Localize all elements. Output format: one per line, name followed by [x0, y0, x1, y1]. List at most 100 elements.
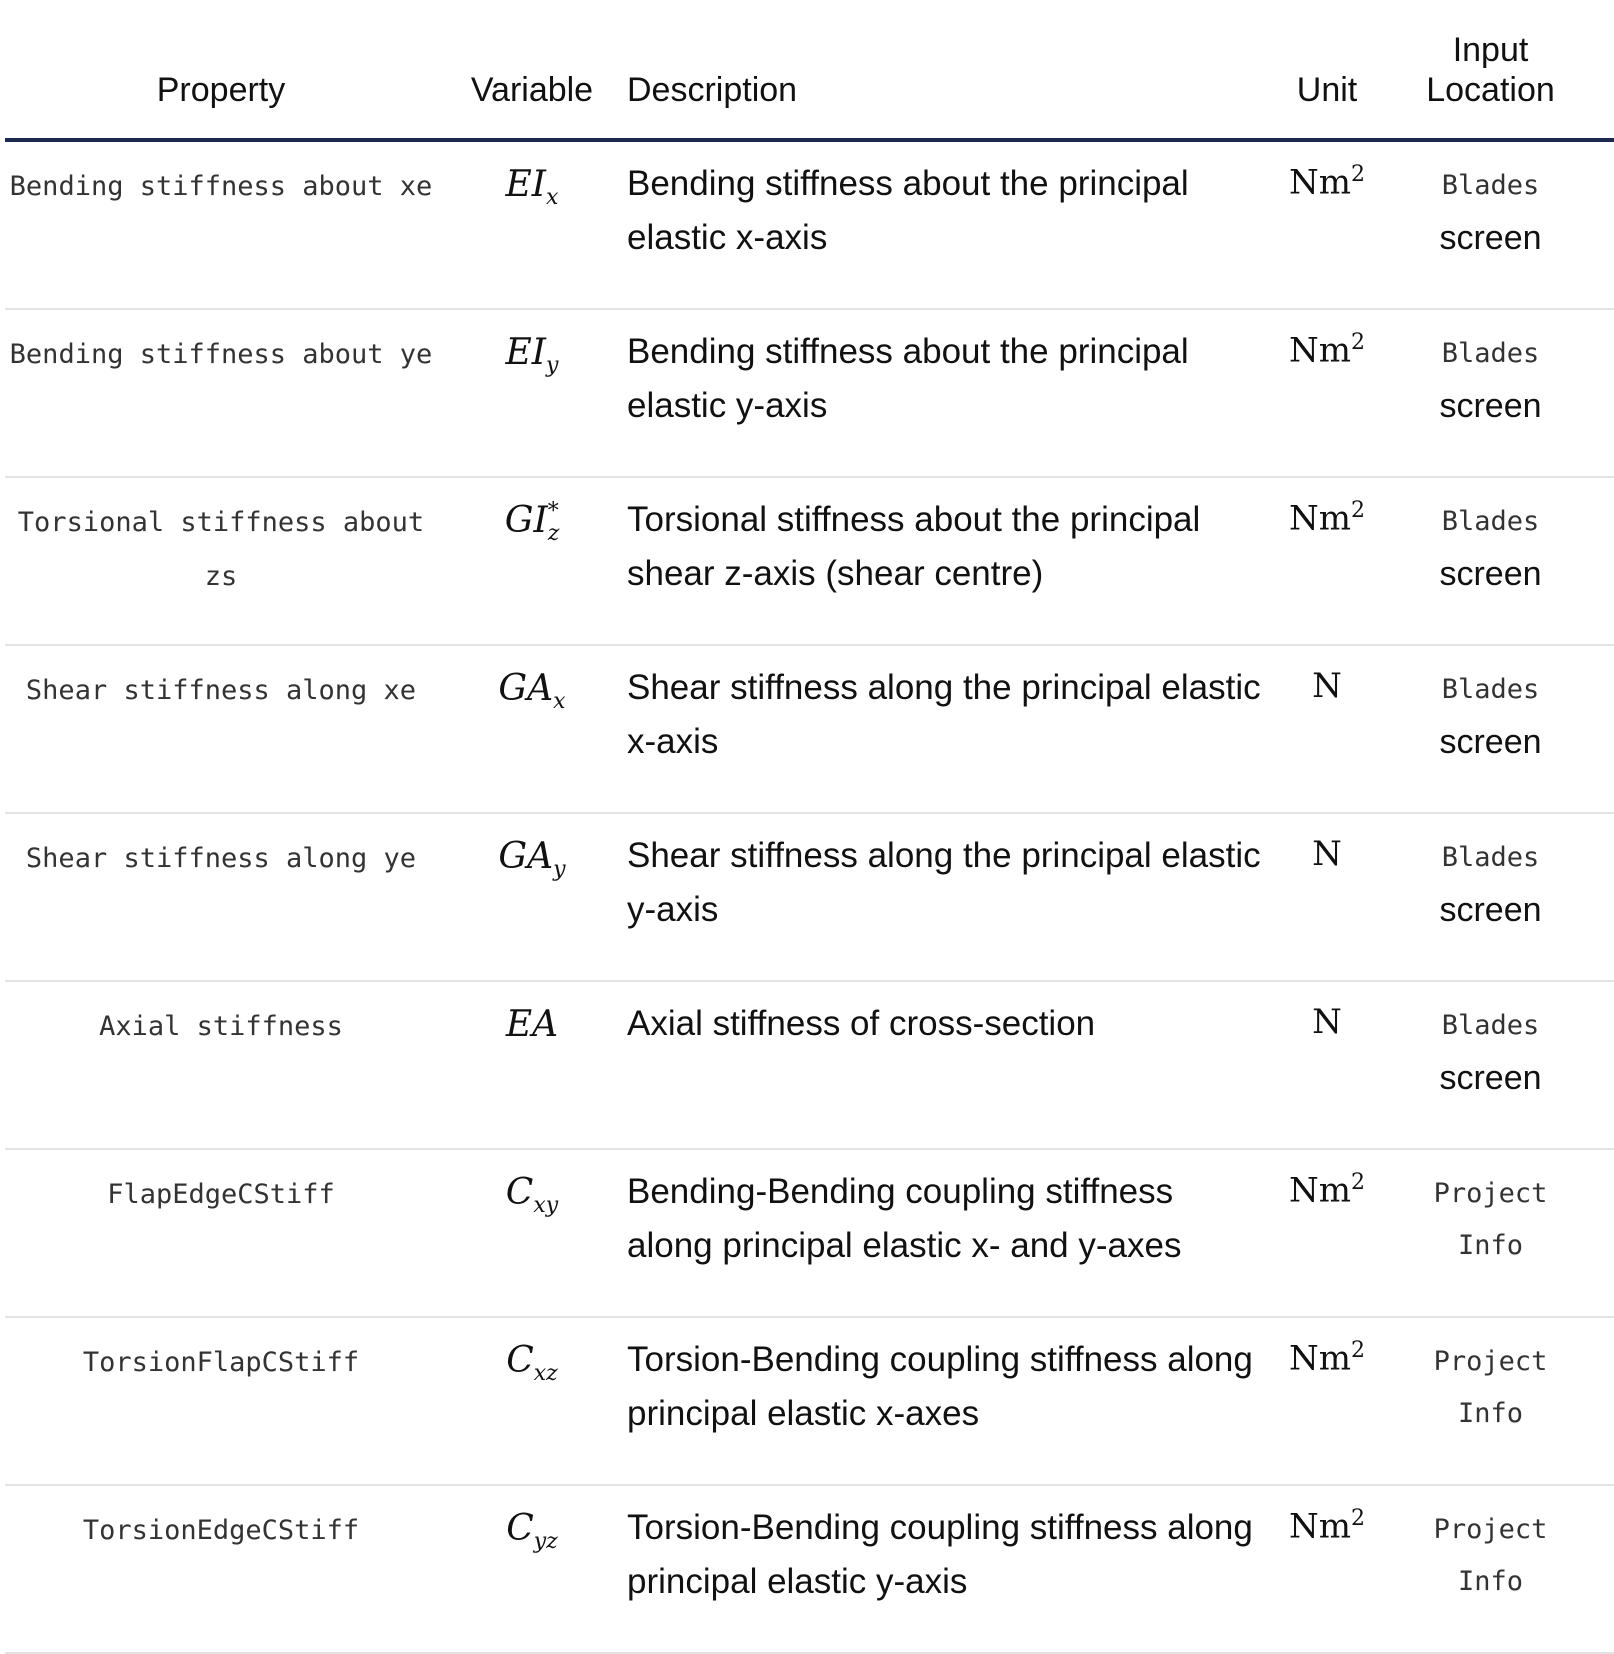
unit-cell: N [1287, 645, 1367, 814]
property-cell: Shear stiffness along ye [5, 813, 437, 982]
input-location-line1: Blades [1441, 506, 1540, 537]
input-location-line1: Blades [1441, 674, 1540, 705]
input-location-line2: screen [1439, 555, 1542, 593]
input-location-cell: Blades screen [1367, 645, 1614, 814]
unit-superscript: 2 [1351, 498, 1365, 523]
input-location-cell: Blades screen [1367, 140, 1614, 310]
header-variable: Variable [437, 0, 627, 142]
input-location-line2: screen [1439, 1059, 1542, 1097]
unit-cell: Nm2 [1287, 309, 1367, 478]
variable-symbol: GA [498, 668, 554, 709]
property-cell: FlapEdgeCStiff [5, 1149, 437, 1318]
input-location-line2: screen [1439, 219, 1542, 257]
description-cell: Shear stiffness along the principal elas… [627, 645, 1287, 814]
unit-cell: Nm2 [1287, 1485, 1367, 1654]
description-cell: Bending stiffness about the principal el… [627, 309, 1287, 478]
input-location-line1: Project [1433, 1514, 1548, 1545]
unit-cell: Nm2 [1287, 477, 1367, 646]
unit-superscript: 2 [1351, 162, 1365, 187]
unit-base: N [1312, 834, 1342, 874]
input-location-line1: Project [1433, 1346, 1548, 1377]
variable-symbol: GI [504, 500, 548, 541]
input-location-cell: Project Info [1367, 1317, 1614, 1486]
table-row: Shear stiffness along xe GAx Shear stiffne… [5, 645, 1614, 814]
table-row: Torsional stiffness about zs GI * z Torsiona… [5, 477, 1614, 646]
table-row: Bending stiffness about ye EIy Bending sti… [5, 309, 1614, 478]
property-cell: TorsionEdgeCStiff [5, 1485, 437, 1654]
input-location-line1: Project [1433, 1178, 1548, 1209]
input-location-line2: screen [1439, 723, 1542, 761]
unit-base: Nm [1289, 330, 1351, 371]
table-row: TorsionFlapCStiff Cxz Torsion-Bending coup… [5, 1317, 1614, 1486]
unit-cell: Nm2 [1287, 1317, 1367, 1486]
stiffness-properties-table: Property Variable Description Unit Input… [5, 0, 1614, 1654]
input-location-line2: Info [1457, 1230, 1524, 1261]
input-location-cell: Blades screen [1367, 477, 1614, 646]
description-cell: Bending-Bending coupling stiffness along… [627, 1149, 1287, 1318]
variable-symbol: EI [505, 164, 547, 205]
variable-symbol: C [505, 1172, 534, 1213]
variable-subscript: x [546, 185, 559, 211]
unit-base: N [1312, 666, 1342, 706]
variable-symbol: GA [498, 836, 554, 877]
variable-cell: Cxy [437, 1149, 627, 1318]
unit-base: Nm [1289, 1338, 1351, 1379]
header-row: Property Variable Description Unit Input… [5, 0, 1614, 142]
variable-cell: Cyz [437, 1485, 627, 1654]
variable-subscript: xz [533, 1361, 558, 1387]
header-unit: Unit [1287, 0, 1367, 142]
variable-symbol: EI [505, 332, 547, 373]
unit-base: Nm [1289, 1506, 1351, 1547]
property-cell: Axial stiffness [5, 981, 437, 1150]
input-location-line2: screen [1439, 387, 1542, 425]
variable-symbol: EA [505, 1004, 559, 1045]
table-row: TorsionEdgeCStiff Cyz Torsion-Bending coup… [5, 1485, 1614, 1654]
description-cell: Axial stiffness of cross-section [627, 981, 1287, 1150]
description-cell: Torsion-Bending coupling stiffness along… [627, 1317, 1287, 1486]
variable-symbol: C [506, 1508, 534, 1549]
variable-subscript: yz [533, 1529, 558, 1555]
table-row: FlapEdgeCStiff Cxy Bending-Bending couplin… [5, 1149, 1614, 1318]
property-cell: Bending stiffness about xe [5, 140, 437, 310]
header-property: Property [5, 0, 437, 142]
unit-base: Nm [1289, 162, 1351, 203]
description-cell: Torsion-Bending coupling stiffness along… [627, 1485, 1287, 1654]
variable-cell: GAy [437, 813, 627, 982]
property-cell: TorsionFlapCStiff [5, 1317, 437, 1486]
input-location-line1: Blades [1441, 338, 1540, 369]
input-location-line1: Blades [1441, 842, 1540, 873]
input-location-line1: Blades [1441, 170, 1540, 201]
property-cell: Bending stiffness about ye [5, 309, 437, 478]
variable-cell: EIx [437, 140, 627, 310]
table-row: Shear stiffness along ye GAy Shear stiffne… [5, 813, 1614, 982]
input-location-cell: Project Info [1367, 1485, 1614, 1654]
unit-superscript: 2 [1351, 1170, 1365, 1195]
variable-superscript: * [547, 499, 559, 524]
variable-subscript: z [547, 521, 560, 546]
unit-cell: N [1287, 981, 1367, 1150]
variable-symbol: C [506, 1340, 534, 1381]
variable-cell: EA [437, 981, 627, 1150]
variable-cell: GAx [437, 645, 627, 814]
header-input-location: Input Location [1367, 0, 1614, 142]
input-location-line1: Blades [1441, 1010, 1540, 1041]
description-cell: Bending stiffness about the principal el… [627, 140, 1287, 310]
table-row: Axial stiffness EA Axial stiffness of cros… [5, 981, 1614, 1150]
variable-cell: GI * z [437, 477, 627, 646]
unit-base: Nm [1289, 498, 1351, 539]
unit-superscript: 2 [1351, 1338, 1365, 1363]
variable-cell: EIy [437, 309, 627, 478]
input-location-cell: Blades screen [1367, 309, 1614, 478]
unit-cell: N [1287, 813, 1367, 982]
table-row: Bending stiffness about xe EIx Bending sti… [5, 140, 1614, 310]
variable-cell: Cxz [437, 1317, 627, 1486]
unit-base: Nm [1289, 1170, 1351, 1211]
input-location-line2: screen [1439, 891, 1542, 929]
header-input-location-line2: Location [1426, 71, 1555, 109]
unit-base: N [1312, 1002, 1342, 1042]
input-location-line2: Info [1457, 1566, 1524, 1597]
unit-cell: Nm2 [1287, 1149, 1367, 1318]
variable-subscript: y [546, 353, 559, 379]
unit-superscript: 2 [1351, 330, 1365, 355]
unit-superscript: 2 [1351, 1506, 1365, 1531]
